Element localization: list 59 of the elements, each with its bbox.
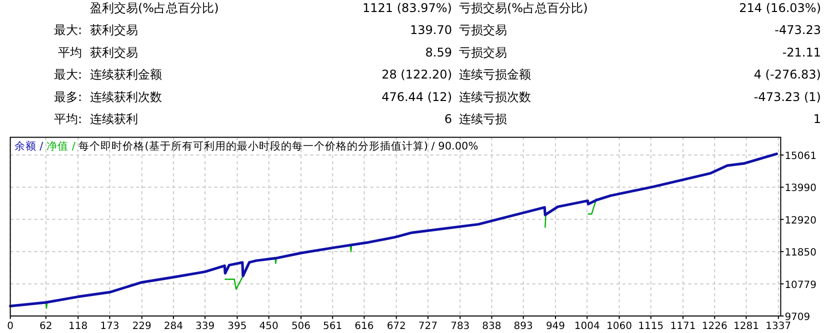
text: 连续亏损次数 xyxy=(459,90,531,104)
y-tick-label: 11850 xyxy=(784,248,817,259)
text: 余额 / xyxy=(14,139,47,152)
x-tick-label: 62 xyxy=(40,321,52,332)
text: 最大: 获利交易 xyxy=(54,23,138,38)
y-tick-label: 13990 xyxy=(784,183,817,194)
text: 最多: 连续获利次数 xyxy=(54,90,162,104)
x-tick-label: 1060 xyxy=(606,321,632,332)
x-tick-label: 1337 xyxy=(766,321,792,332)
x-tick-label: 284 xyxy=(164,321,184,332)
text: 净值 / xyxy=(46,140,79,152)
text: -21.11 xyxy=(782,45,821,60)
x-tick-label: 838 xyxy=(482,321,502,332)
text: 6 xyxy=(444,112,452,126)
y-tick-label: 9709 xyxy=(784,312,810,323)
x-tick-label: 616 xyxy=(354,321,374,332)
x-tick-label: 1171 xyxy=(670,321,696,332)
x-tick-label: 561 xyxy=(323,321,342,332)
chart-title: 每个即时价格(基于所有可利用的最小时段的每一个价格的分形插值计算) / 90.00% xyxy=(78,139,478,152)
text: -473.23 (1) xyxy=(754,90,821,104)
text: 连续亏损金额 xyxy=(459,68,531,82)
text: 1 xyxy=(813,112,821,126)
line-series xyxy=(9,152,778,308)
x-tick-label: 727 xyxy=(418,321,438,332)
x-tick-label: 1004 xyxy=(574,321,600,332)
text: 亏损交易 xyxy=(459,45,507,60)
x-tick-label: 229 xyxy=(132,321,152,332)
x-tick-label: 0 xyxy=(7,321,14,332)
x-tick-label: 1281 xyxy=(734,321,759,332)
x-tick-label: 506 xyxy=(291,321,311,332)
text: 476.44 (12) xyxy=(382,90,452,104)
y-tick-label: 10779 xyxy=(784,280,817,291)
text: 28 (122.20) xyxy=(382,68,452,82)
y-tick-label: 12920 xyxy=(784,215,817,226)
x-tick-label: 450 xyxy=(259,321,278,332)
text: 亏损交易(%占总百分比) xyxy=(459,1,588,15)
text: -473.23 xyxy=(774,23,821,38)
x-tick-label: 1226 xyxy=(702,321,728,332)
y-tick-label: 15061 xyxy=(784,151,817,162)
x-tick-label: 118 xyxy=(68,321,88,332)
x-tick-label: 783 xyxy=(450,321,470,332)
text: 8.59 xyxy=(425,45,452,60)
x-tick-label: 339 xyxy=(196,321,215,332)
x-tick-label: 173 xyxy=(100,321,120,332)
text: 139.70 xyxy=(410,23,452,38)
text: 最大: 连续获利金额 xyxy=(54,68,162,82)
x-tick-label: 893 xyxy=(514,321,533,332)
text: 214 (16.03%) xyxy=(739,1,821,15)
text: 连续亏损 xyxy=(459,112,507,126)
text: 平均: 连续获利 xyxy=(54,112,138,126)
text: 1121 (83.97%) xyxy=(362,1,452,15)
text: 平均 获利交易 xyxy=(58,45,138,60)
x-tick-label: 395 xyxy=(228,321,247,332)
x-tick-label: 672 xyxy=(386,321,406,332)
text: 4 (-276.83) xyxy=(754,68,821,82)
text: 盈利交易(%占总百分比) xyxy=(90,1,219,15)
x-tick-label: 1115 xyxy=(638,321,664,332)
x-tick-label: 949 xyxy=(546,321,566,332)
text: 亏损交易 xyxy=(459,23,507,38)
